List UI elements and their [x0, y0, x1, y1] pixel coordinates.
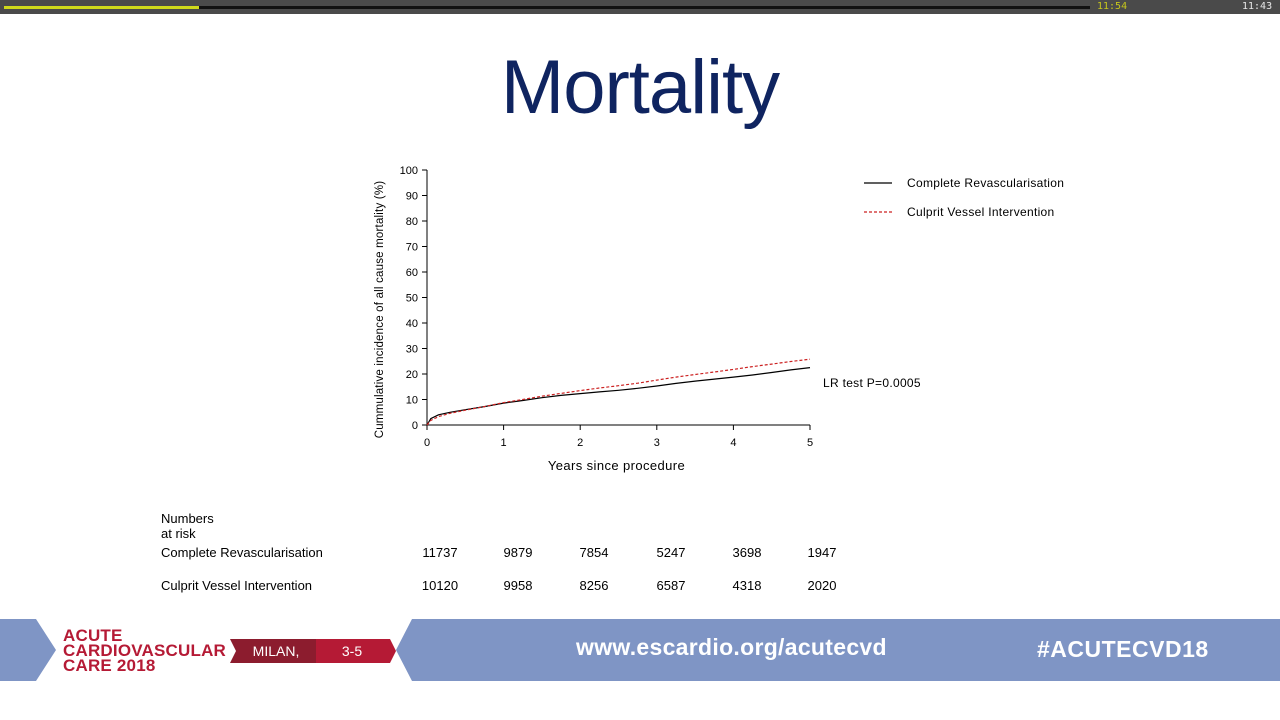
risk-value-year-1: 9958 — [503, 578, 533, 593]
location-badge-bg — [230, 639, 316, 663]
series-line-complete-revascularisation — [426, 367, 811, 426]
risk-value-year-3: 6587 — [656, 578, 686, 593]
player-bar: 11:54 11:43 — [0, 0, 1280, 14]
risk-value-year-2: 8256 — [579, 578, 609, 593]
mortality-chart: 0 10 20 30 40 50 60 70 80 90 100 0 1 2 3 4 5 Cummulative… — [374, 165, 1064, 473]
x-axis-label: Years since procedure — [548, 458, 685, 473]
banner-background — [0, 619, 1280, 681]
x-tick-label: 4 — [730, 437, 736, 449]
risk-value-year-5: 2020 — [807, 578, 837, 593]
y-tick-label: 90 — [406, 191, 418, 203]
slide-title: Mortality — [500, 45, 780, 130]
y-tick-label: 60 — [406, 267, 418, 279]
y-tick-label: 20 — [406, 369, 418, 381]
risk-value-year-4: 3698 — [732, 545, 762, 560]
y-tick-label: 0 — [412, 420, 418, 432]
y-tick-label: 40 — [406, 318, 418, 330]
location-badge: MILAN, ITALY — [252, 643, 300, 683]
series-line-culprit-vessel-intervention — [426, 358, 811, 426]
legend-label-complete-revascularisation: Complete Revascularisation — [907, 176, 1064, 190]
x-tick-label: 5 — [807, 437, 813, 449]
risk-value-year-3: 5247 — [656, 545, 686, 560]
y-tick-label: 80 — [406, 216, 418, 228]
chart-legend: Complete Revascularisation Culprit Vesse… — [864, 176, 1064, 219]
y-tick-label: 10 — [406, 395, 418, 407]
x-tick-label: 2 — [577, 437, 583, 449]
conference-name-line-1: ACUTE — [63, 626, 123, 645]
risk-value-year-0: 10120 — [421, 578, 459, 593]
conference-banner: ACUTE CARDIOVASCULAR CARE 2018 MILAN, IT… — [0, 619, 1280, 683]
website-link[interactable]: www.escardio.org/acutecvd — [576, 634, 887, 660]
risk-value-year-4: 4318 — [732, 578, 762, 593]
risk-value-year-2: 7854 — [579, 545, 609, 560]
legend-label-culprit-vessel-intervention: Culprit Vessel Intervention — [907, 205, 1055, 219]
progress-track[interactable] — [4, 6, 1090, 9]
lr-test-annotation: LR test P=0.0005 — [823, 376, 921, 390]
risk-value-year-5: 1947 — [807, 545, 837, 560]
banner-left-chevron — [0, 619, 56, 681]
conference-name-line-2: CARDIOVASCULAR — [63, 641, 227, 660]
risk-row-label: Complete Revascularisation — [161, 545, 323, 560]
progress-fill — [4, 6, 200, 9]
y-tick-label: 30 — [406, 344, 418, 356]
chart-series — [426, 358, 811, 426]
numbers-at-risk-heading: Numbers at risk — [161, 511, 214, 541]
conference-name-line-3: CARE 2018 — [63, 656, 156, 675]
risk-value-year-0: 11737 — [422, 545, 458, 560]
x-tick-label: 3 — [654, 437, 660, 449]
y-tick-label: 70 — [406, 242, 418, 254]
conference-hashtag: #ACUTECVD18 — [1037, 636, 1209, 662]
elapsed-time: 11:54 — [1097, 1, 1128, 12]
x-tick-label: 0 — [424, 437, 430, 449]
y-tick-label: 100 — [400, 165, 418, 177]
y-axis-label: Cummulative incidence of all cause morta… — [374, 181, 386, 439]
dates-badge: 3-5 MARCH — [326, 643, 378, 683]
banner-main-band — [396, 619, 1280, 681]
y-tick-label: 50 — [406, 293, 418, 305]
total-time: 11:43 — [1242, 1, 1273, 12]
chart-axes: 0 10 20 30 40 50 60 70 80 90 100 0 1 2 3 4 5 — [400, 165, 813, 449]
x-tick-label: 1 — [501, 437, 507, 449]
risk-row-complete-revascularisation: Complete Revascularisation 11737 9879 78… — [0, 545, 1280, 563]
risk-row-label: Culprit Vessel Intervention — [161, 578, 313, 593]
risk-row-culprit-vessel-intervention: Culprit Vessel Intervention 10120 9958 8… — [0, 578, 1280, 596]
risk-value-year-1: 9879 — [503, 545, 533, 560]
dates-badge-bg — [316, 639, 396, 663]
